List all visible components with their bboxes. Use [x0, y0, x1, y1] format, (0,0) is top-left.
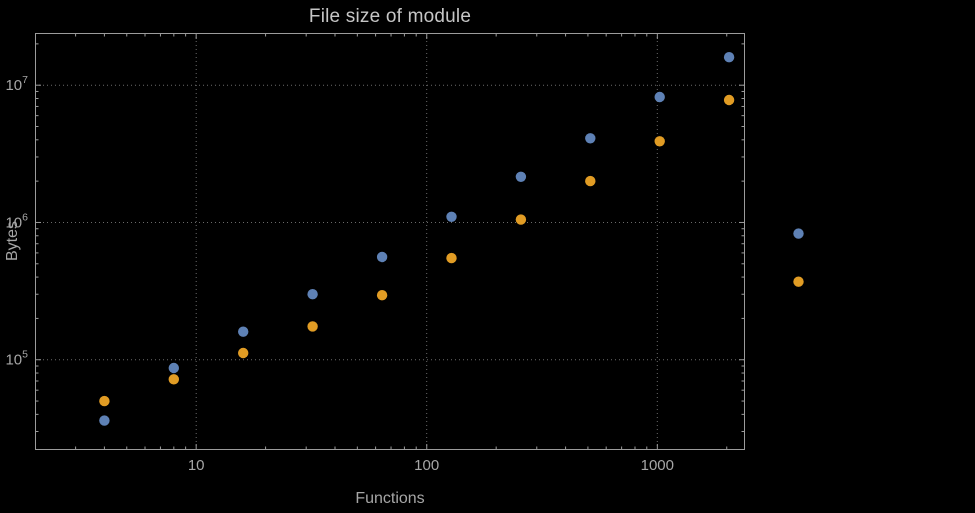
blue-series-point [168, 362, 179, 374]
orange-series-point [376, 290, 388, 301]
orange-series-point [654, 136, 665, 147]
x-tick-label: 1000 [641, 457, 674, 474]
blue-series-point [723, 52, 735, 63]
y-tick-label: 107 [5, 74, 28, 94]
orange-series-point [168, 374, 179, 385]
blue-series-point [238, 326, 249, 337]
blue-series-point [446, 211, 457, 222]
blue-series-point [654, 91, 665, 103]
orange-series-point [307, 321, 318, 332]
plot-frame [35, 33, 745, 450]
x-tick-label: 10 [188, 457, 205, 474]
blue-series-point [793, 228, 804, 239]
blue-series-point [515, 171, 527, 182]
y-tick-label: 105 [5, 349, 28, 369]
orange-series-point [585, 175, 596, 187]
x-tick-label: 100 [414, 457, 439, 474]
x-axis-label: Functions [355, 490, 425, 507]
orange-series-point [99, 395, 110, 407]
blue-series-point [99, 415, 110, 426]
orange-series-point [515, 214, 527, 225]
blue-series-point [585, 133, 596, 144]
orange-series-point [446, 252, 457, 264]
chart-title: File size of module [308, 6, 472, 27]
orange-series-point [238, 347, 249, 359]
blue-series-point [307, 289, 318, 300]
orange-series-point [793, 276, 804, 287]
y-axis-label: Bytes [4, 220, 21, 262]
blue-series-point [376, 251, 388, 263]
orange-series-point [723, 94, 735, 106]
y-tick-label: 106 [5, 212, 28, 232]
